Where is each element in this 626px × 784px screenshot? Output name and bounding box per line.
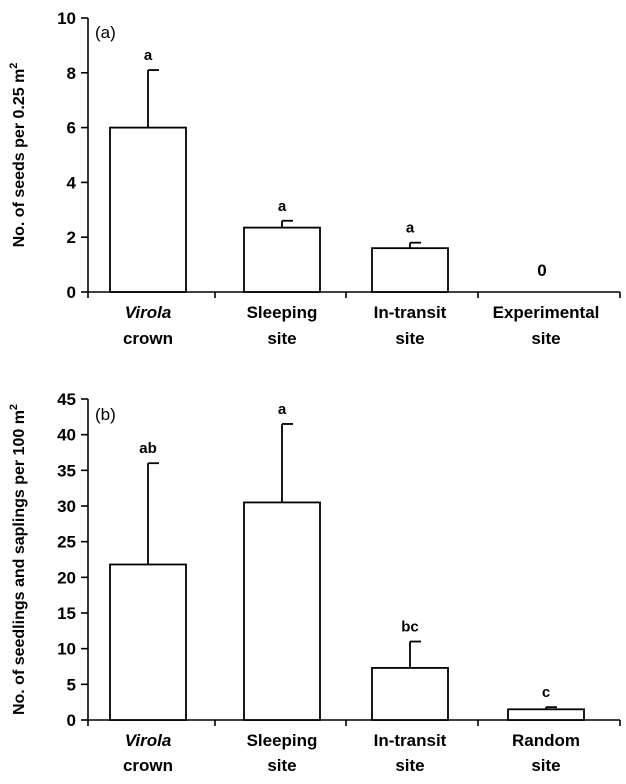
significance-label: a	[278, 401, 287, 418]
panel-label: (a)	[95, 23, 116, 42]
category-label-line1: In-transit	[374, 731, 447, 750]
y-tick-label: 35	[57, 461, 76, 480]
bar	[109, 126, 187, 293]
y-tick-label: 20	[57, 568, 76, 587]
category-label-line1: Virola	[125, 303, 172, 322]
y-tick-label: 25	[57, 533, 76, 552]
category-label-line2: site	[395, 329, 424, 348]
category-label-line2: site	[531, 329, 560, 348]
y-tick-label: 8	[67, 64, 76, 83]
y-axis-label: No. of seeds per 0.25 m2	[8, 63, 28, 248]
value-label: 0	[537, 261, 546, 280]
bar	[371, 247, 449, 293]
category-label-line2: site	[395, 756, 424, 775]
bar	[243, 501, 321, 721]
y-axis-label-main: No. of seedlings and saplings per 100 m	[11, 410, 28, 715]
bar	[507, 708, 585, 721]
y-tick-label: 10	[57, 640, 76, 659]
category-label-line2: crown	[123, 329, 173, 348]
category-label-line2: site	[267, 756, 296, 775]
bar	[109, 563, 187, 721]
y-tick-label: 5	[67, 675, 76, 694]
y-axis-label-superscript: 2	[8, 63, 20, 69]
y-tick-label: 15	[57, 604, 76, 623]
y-tick-label: 2	[67, 228, 76, 247]
significance-label: c	[542, 684, 550, 701]
panel-label: (b)	[95, 405, 116, 424]
significance-label: a	[278, 198, 287, 215]
category-label-line1: Virola	[125, 731, 172, 750]
y-axis-label: No. of seedlings and saplings per 100 m2	[8, 404, 28, 715]
category-label-line1: Sleeping	[247, 303, 318, 322]
y-axis-label-main: No. of seeds per 0.25 m	[11, 69, 28, 248]
category-label-line2: site	[531, 756, 560, 775]
category-label-line1: Experimental	[493, 303, 600, 322]
panel-b: 0 5 10 15 20 25 30 35 40 45 (b) No. of seedlings an…	[8, 390, 621, 775]
y-tick-label: 10	[57, 9, 76, 28]
y-tick-label: 30	[57, 497, 76, 516]
category-label-line1: In-transit	[374, 303, 447, 322]
significance-label: ab	[139, 440, 157, 457]
category-label-line2: site	[267, 329, 296, 348]
y-tick-label: 0	[67, 283, 76, 302]
y-tick-label: 4	[67, 173, 77, 192]
y-axis-label-superscript: 2	[8, 404, 20, 410]
category-label-line1: Sleeping	[247, 731, 318, 750]
significance-label: a	[144, 47, 153, 64]
y-tick-label: 0	[67, 711, 76, 730]
significance-label: a	[406, 220, 415, 237]
y-tick-label: 40	[57, 426, 76, 445]
y-tick-label: 45	[57, 390, 76, 409]
category-label-line1: Random	[512, 731, 580, 750]
bar	[371, 667, 449, 721]
significance-label: bc	[401, 619, 419, 636]
y-tick-label: 6	[67, 119, 76, 138]
category-label-line2: crown	[123, 756, 173, 775]
bar	[243, 226, 321, 293]
